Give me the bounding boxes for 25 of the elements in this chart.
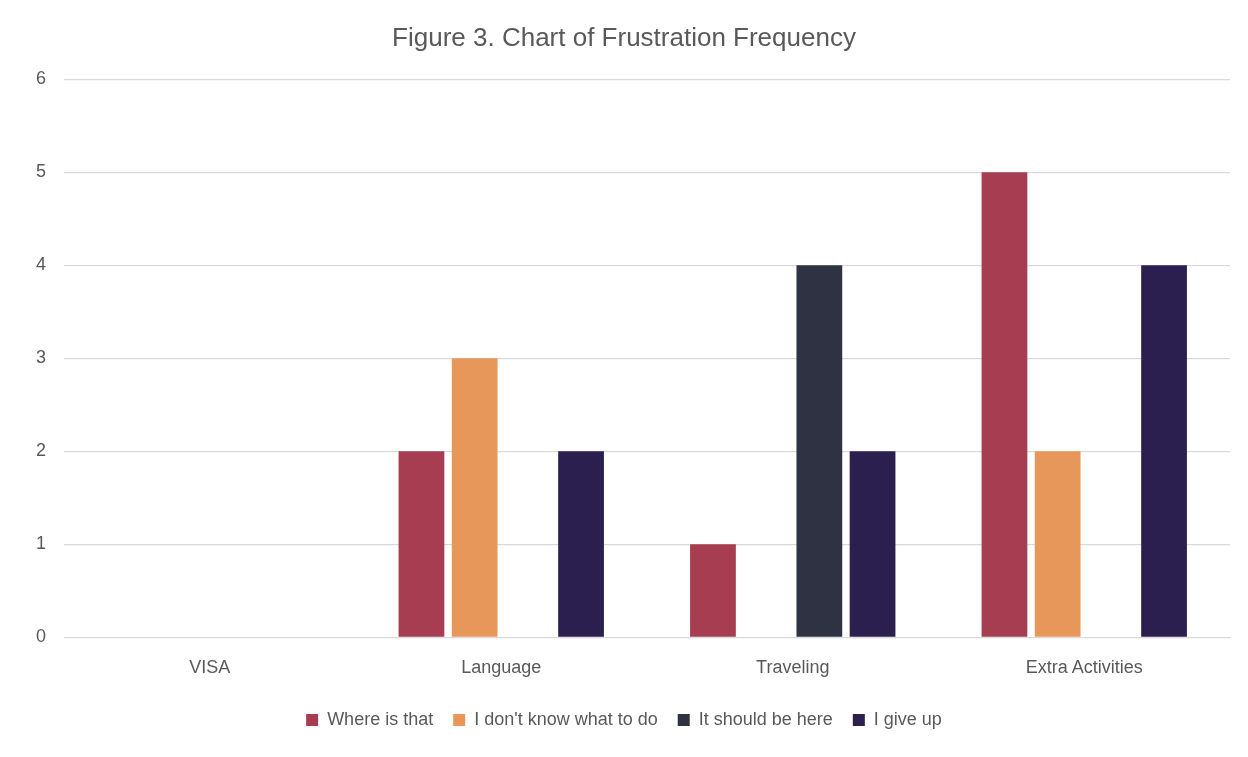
legend-label: Where is that xyxy=(327,708,434,729)
x-tick-label: VISA xyxy=(189,657,231,678)
x-tick-label: Extra Activities xyxy=(1025,657,1143,678)
bar xyxy=(849,451,896,637)
bar xyxy=(1141,265,1187,637)
bar xyxy=(690,544,736,637)
bar xyxy=(558,451,604,637)
legend-label: I don't know what to do xyxy=(474,708,658,729)
y-tick-label: 5 xyxy=(36,161,47,182)
legend-label: It should be here xyxy=(698,708,833,729)
x-tick-label: Traveling xyxy=(756,657,830,678)
chart-title: Figure 3. Chart of Frustration Frequency xyxy=(392,21,856,52)
y-tick-label: 0 xyxy=(36,626,47,647)
y-tick-label: 2 xyxy=(36,440,47,461)
bar xyxy=(451,358,498,637)
y-tick-label: 6 xyxy=(36,68,47,89)
y-tick-label: 3 xyxy=(36,347,47,368)
y-tick-label: 1 xyxy=(36,533,47,554)
bar xyxy=(398,451,445,637)
y-tick-label: 4 xyxy=(36,254,47,275)
bar xyxy=(796,265,843,637)
x-tick-label: Language xyxy=(461,657,542,678)
bar xyxy=(1034,451,1081,637)
bar xyxy=(981,172,1028,637)
legend-label: I give up xyxy=(873,708,942,729)
